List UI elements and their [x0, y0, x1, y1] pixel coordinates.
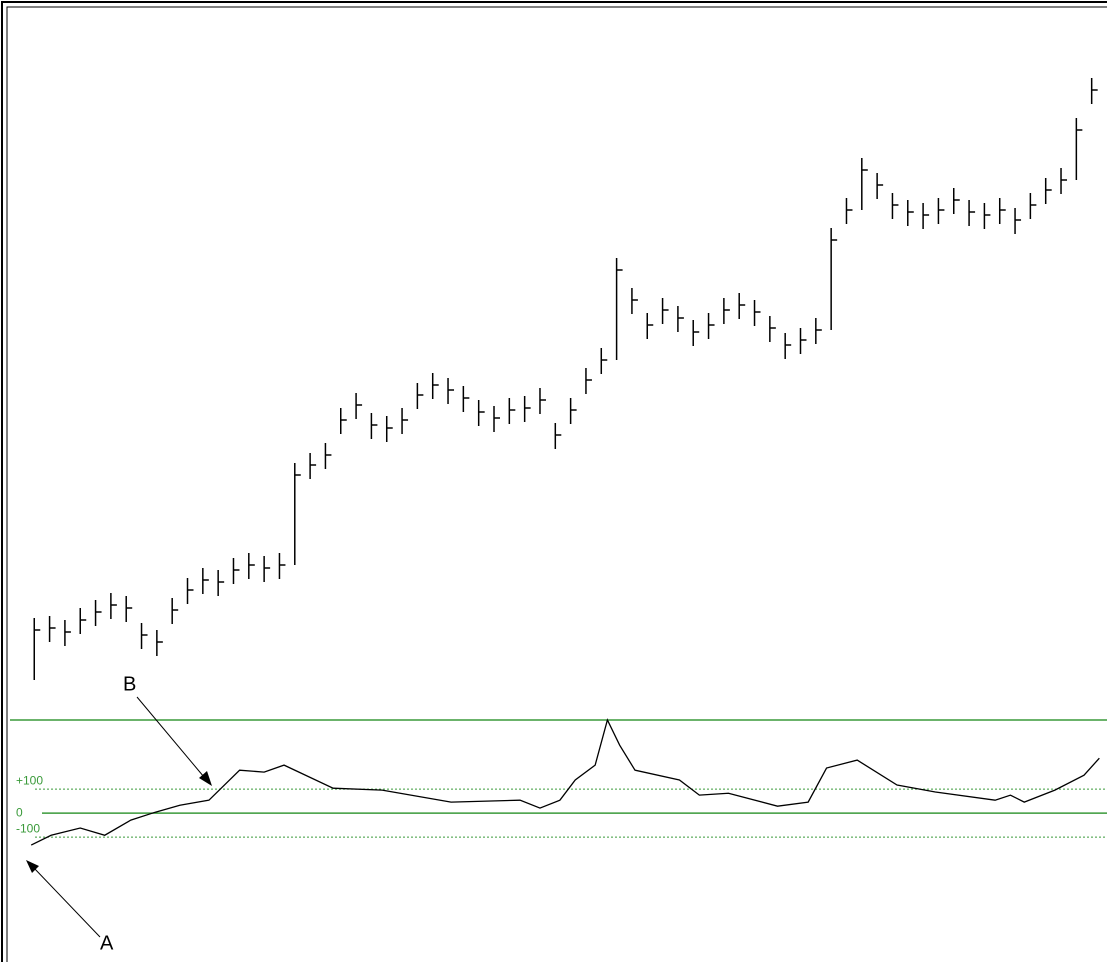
arrow-line — [33, 867, 101, 938]
annotation: B — [123, 673, 136, 695]
y-tick-label: 0 — [16, 805, 23, 819]
y-tick-label: +100 — [16, 773, 43, 787]
y-tick-label: -100 — [16, 821, 40, 835]
arrow-line — [136, 696, 205, 778]
cci-line — [30, 718, 1100, 846]
arrow-head — [199, 771, 212, 786]
annotation: A — [100, 932, 114, 954]
arrow-head — [26, 860, 39, 873]
inner-frame — [6, 6, 1107, 962]
